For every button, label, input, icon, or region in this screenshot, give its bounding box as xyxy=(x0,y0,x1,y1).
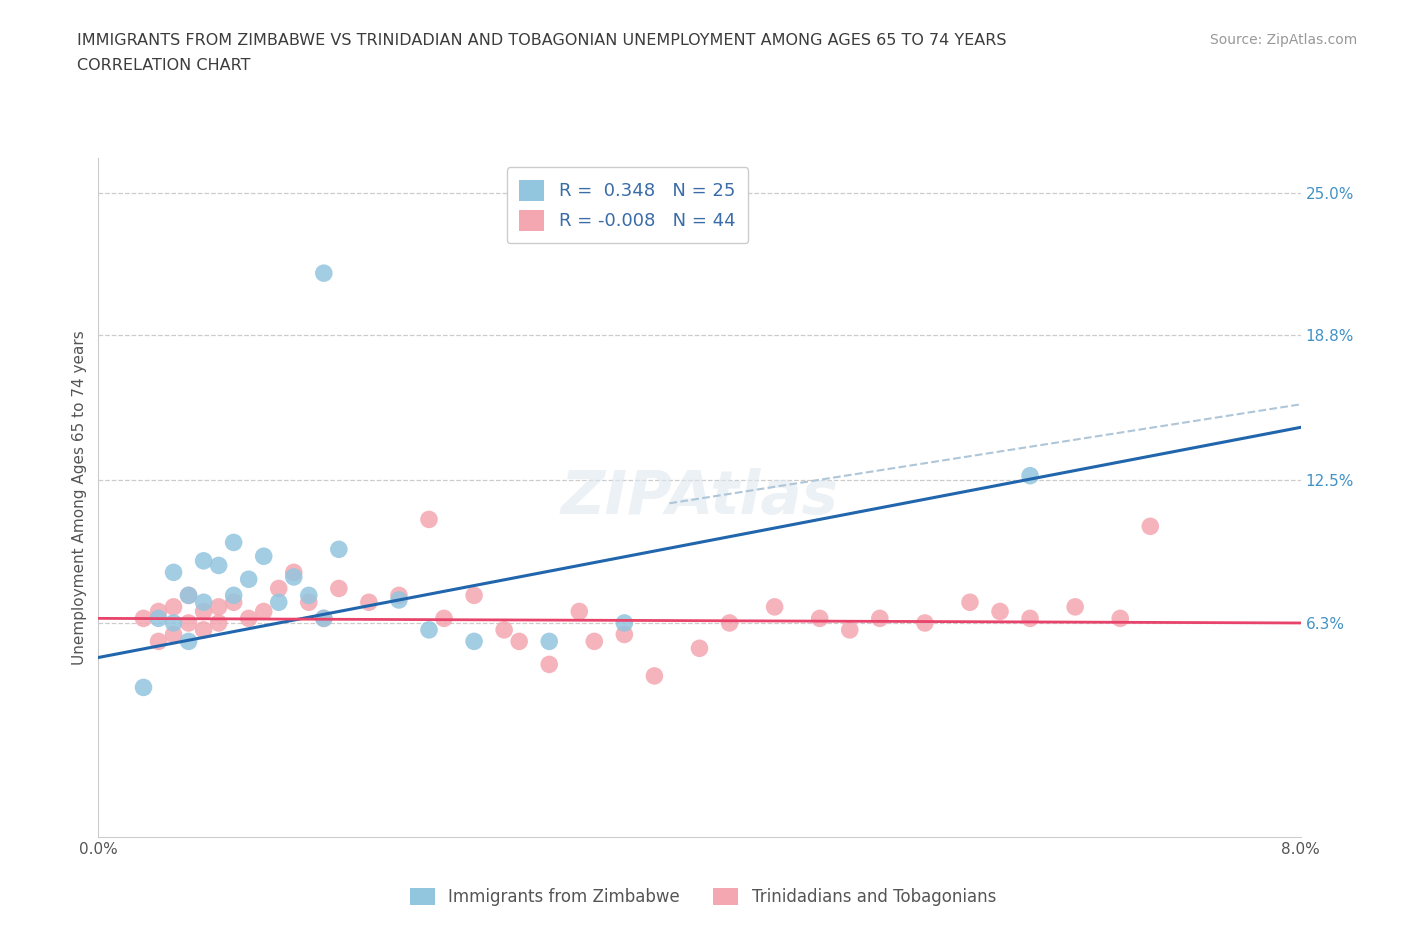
Point xyxy=(177,588,200,603)
Point xyxy=(267,581,290,596)
Point xyxy=(357,595,380,610)
Point xyxy=(1109,611,1132,626)
Point xyxy=(298,588,321,603)
Point xyxy=(162,616,184,631)
Point xyxy=(162,565,184,579)
Point xyxy=(494,622,516,637)
Point xyxy=(283,565,305,579)
Point xyxy=(253,604,276,618)
Point xyxy=(388,592,411,607)
Point xyxy=(988,604,1011,618)
Point xyxy=(193,553,215,568)
Point xyxy=(869,611,891,626)
Point xyxy=(312,266,335,281)
Point xyxy=(914,616,936,631)
Point xyxy=(177,588,200,603)
Point xyxy=(959,595,981,610)
Point xyxy=(177,634,200,649)
Point xyxy=(718,616,741,631)
Legend: R =  0.348   N = 25, R = -0.008   N = 44: R = 0.348 N = 25, R = -0.008 N = 44 xyxy=(506,167,748,243)
Point xyxy=(283,569,305,584)
Point xyxy=(162,627,184,642)
Point xyxy=(613,616,636,631)
Point xyxy=(148,611,170,626)
Point xyxy=(208,600,231,615)
Point xyxy=(328,542,350,557)
Point xyxy=(222,588,245,603)
Text: CORRELATION CHART: CORRELATION CHART xyxy=(77,58,250,73)
Point xyxy=(253,549,276,564)
Point xyxy=(312,611,335,626)
Y-axis label: Unemployment Among Ages 65 to 74 years: Unemployment Among Ages 65 to 74 years xyxy=(72,330,87,665)
Text: IMMIGRANTS FROM ZIMBABWE VS TRINIDADIAN AND TOBAGONIAN UNEMPLOYMENT AMONG AGES 6: IMMIGRANTS FROM ZIMBABWE VS TRINIDADIAN … xyxy=(77,33,1007,47)
Point xyxy=(538,634,561,649)
Point xyxy=(689,641,711,656)
Point xyxy=(298,595,321,610)
Point xyxy=(208,616,231,631)
Text: ZIPAtlas: ZIPAtlas xyxy=(561,468,838,527)
Point xyxy=(193,622,215,637)
Point xyxy=(838,622,860,637)
Point xyxy=(1019,468,1042,483)
Point xyxy=(193,595,215,610)
Point xyxy=(613,627,636,642)
Point xyxy=(238,611,260,626)
Point xyxy=(177,616,200,631)
Point xyxy=(132,680,155,695)
Point xyxy=(433,611,456,626)
Point xyxy=(222,535,245,550)
Point xyxy=(267,595,290,610)
Point xyxy=(508,634,530,649)
Point xyxy=(132,611,155,626)
Legend: Immigrants from Zimbabwe, Trinidadians and Tobagonians: Immigrants from Zimbabwe, Trinidadians a… xyxy=(404,881,1002,912)
Point xyxy=(162,600,184,615)
Point xyxy=(418,512,440,527)
Point xyxy=(328,581,350,596)
Point xyxy=(643,669,665,684)
Point xyxy=(418,622,440,637)
Point xyxy=(148,634,170,649)
Point xyxy=(568,604,591,618)
Point xyxy=(238,572,260,587)
Point xyxy=(312,611,335,626)
Point xyxy=(808,611,831,626)
Point xyxy=(583,634,606,649)
Point xyxy=(538,657,561,671)
Point xyxy=(1064,600,1087,615)
Point xyxy=(222,595,245,610)
Point xyxy=(763,600,786,615)
Point xyxy=(1139,519,1161,534)
Point xyxy=(388,588,411,603)
Text: Source: ZipAtlas.com: Source: ZipAtlas.com xyxy=(1209,33,1357,46)
Point xyxy=(193,604,215,618)
Point xyxy=(463,588,485,603)
Point xyxy=(463,634,485,649)
Point xyxy=(208,558,231,573)
Point xyxy=(1019,611,1042,626)
Point xyxy=(148,604,170,618)
